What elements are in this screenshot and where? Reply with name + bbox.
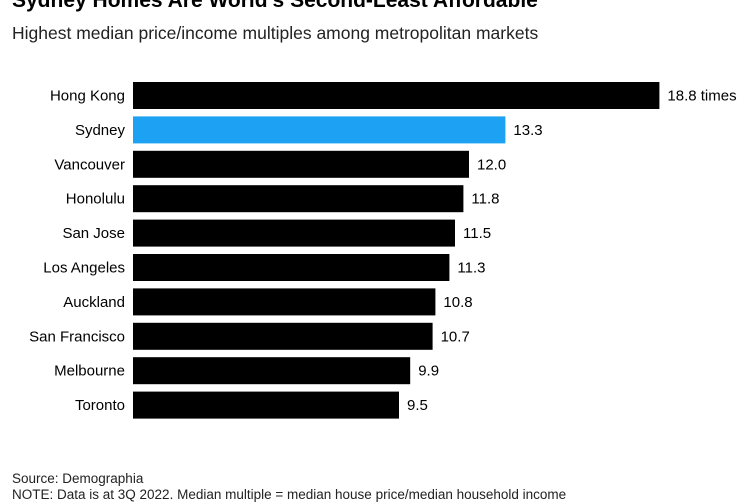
source-note: Source: Demographia bbox=[12, 471, 144, 486]
value-label: 10.8 bbox=[443, 294, 472, 311]
value-label: 11.5 bbox=[463, 225, 491, 242]
chart-subtitle: Highest median price/income multiples am… bbox=[12, 23, 539, 43]
bar bbox=[133, 254, 450, 281]
category-label: Vancouver bbox=[54, 156, 125, 173]
bar bbox=[133, 357, 411, 385]
value-label: 18.8 times bbox=[667, 88, 736, 105]
bar bbox=[133, 150, 469, 178]
category-label: Hong Kong bbox=[50, 88, 125, 105]
bar bbox=[133, 116, 506, 144]
bar bbox=[133, 391, 399, 419]
value-label: 9.5 bbox=[407, 397, 428, 414]
bar-chart: Hong Kong 18.8 times Sydney 13.3 Vancouver 12… bbox=[29, 82, 737, 419]
category-label: Los Angeles bbox=[43, 260, 125, 277]
category-label: Honolulu bbox=[66, 191, 125, 208]
category-label: San Francisco bbox=[29, 328, 125, 345]
value-label: 12.0 bbox=[477, 156, 506, 173]
value-label: 10.7 bbox=[441, 328, 470, 345]
chart-title: Sydney Homes Are World's Second-Least Af… bbox=[12, 0, 538, 12]
category-label: San Jose bbox=[62, 225, 125, 242]
value-label: 11.8 bbox=[471, 191, 499, 208]
bar bbox=[133, 185, 464, 213]
value-label: 11.3 bbox=[457, 260, 485, 277]
bar bbox=[133, 288, 436, 316]
category-label: Sydney bbox=[75, 122, 126, 139]
value-label: 9.9 bbox=[418, 363, 439, 380]
category-label: Melbourne bbox=[54, 363, 125, 380]
category-label: Auckland bbox=[63, 294, 125, 311]
value-label: 13.3 bbox=[513, 122, 542, 139]
footnote: NOTE: Data is at 3Q 2022. Median multipl… bbox=[12, 487, 567, 502]
bar bbox=[133, 322, 433, 350]
bar bbox=[133, 219, 455, 247]
bar bbox=[133, 82, 660, 109]
category-label: Toronto bbox=[75, 397, 125, 414]
